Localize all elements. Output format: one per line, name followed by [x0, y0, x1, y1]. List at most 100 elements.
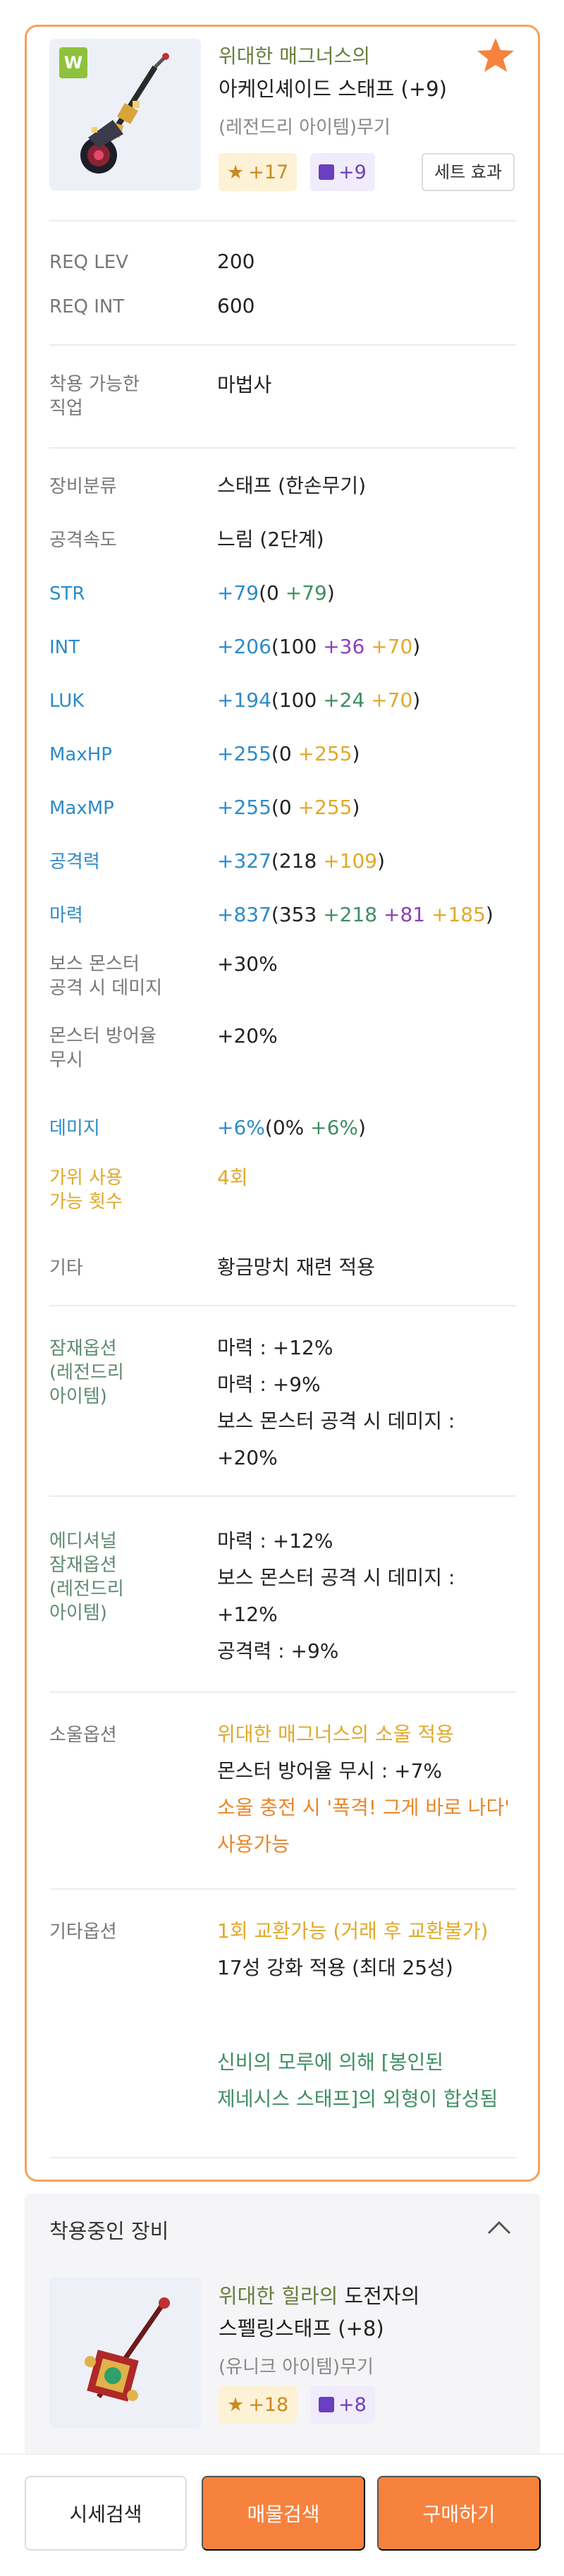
equipped-item-thumbnail [49, 2277, 201, 2429]
other-line: 1회 교환가능 (거래 후 교환불가) [217, 1919, 489, 1943]
label-line: 가능 횟수 [49, 1191, 123, 1213]
stat-star: +185 [431, 903, 486, 926]
scroll-icon [319, 2397, 334, 2412]
set-effect-button[interactable]: 세트 효과 [422, 153, 515, 191]
label-line: 아이템) [49, 1603, 107, 1624]
weapon-badge: W [59, 47, 87, 78]
stat-flame: +36 [323, 635, 365, 658]
stat-base: (0% [264, 1116, 311, 1139]
maxmp-label: MaxMP [49, 798, 114, 819]
job-label-line: 착용 가능한 [49, 374, 140, 395]
label-line: 공격 시 데미지 [49, 978, 163, 999]
stat-close: ) [352, 796, 360, 819]
maxhp-label: MaxHP [49, 744, 112, 765]
maxhp-value: +255(0 +255) [217, 736, 520, 772]
stat-star: +255 [298, 796, 352, 819]
stat-total: +206 [217, 635, 271, 658]
additional-line: +12% [217, 1603, 278, 1626]
soul-label: 소울옵션 [49, 1725, 117, 1746]
str-value: +79(0 +79) [217, 575, 520, 612]
label-line: (레전드리 [49, 1362, 124, 1383]
favorite-star-icon[interactable] [476, 37, 515, 73]
stat-base: (100 [271, 635, 324, 658]
magic-attack-label: 마력 [49, 905, 83, 926]
soul-options: 위대한 매그너스의 소울 적용 몬스터 방어율 무시 : +7% 소울 충전 시… [217, 1716, 520, 1863]
stat-close: ) [412, 688, 421, 712]
label-line: 보스 몬스터 [49, 954, 140, 975]
additional-line: 보스 몬스터 공격 시 데미지 : [217, 1566, 455, 1589]
soul-line: 소울 충전 시 '폭격! 그게 바로 나다' [217, 1796, 510, 1819]
maxmp-value: +255(0 +255) [217, 789, 520, 826]
boss-damage-value: +30% [217, 952, 278, 976]
stat-star: +70 [371, 688, 413, 712]
star-force-badge: ★ +17 [219, 153, 298, 191]
stat-close: ) [377, 849, 386, 873]
item-thumbnail: W [49, 39, 201, 190]
equipped-star-force-value: +18 [248, 2393, 289, 2416]
buy-button[interactable]: 구매하기 [377, 2476, 541, 2551]
stat-close: ) [485, 903, 494, 926]
stat-star: +255 [298, 742, 352, 765]
stat-base: (100 [271, 688, 324, 712]
boss-damage-label: 보스 몬스터 공격 시 데미지 [49, 952, 190, 1000]
soul-line: 위대한 매그너스의 소울 적용 [217, 1723, 454, 1746]
attack-label: 공격력 [49, 851, 100, 873]
soul-line: 사용가능 [217, 1833, 290, 1856]
divider [49, 1305, 516, 1306]
req-lev-label: REQ LEV [49, 252, 128, 273]
damage-value: +6%(0% +6%) [217, 1110, 520, 1146]
listing-search-button[interactable]: 매물검색 [202, 2476, 365, 2551]
divider [49, 1691, 516, 1693]
damage-label: 데미지 [49, 1118, 100, 1139]
stat-total: +837 [217, 903, 271, 926]
item-rarity-type: (레전드리 아이템)무기 [219, 117, 391, 138]
stat-flame: +79 [285, 581, 327, 604]
stat-close: ) [412, 635, 421, 658]
scissors-label: 가위 사용 가능 횟수 [49, 1166, 190, 1214]
attack-speed-label: 공격속도 [49, 530, 117, 551]
luk-value: +194(100 +24 +70) [217, 682, 520, 719]
stat-close: ) [326, 581, 335, 604]
star-icon: ★ [227, 2393, 245, 2416]
divider [49, 220, 516, 221]
potential-line: 마력 : +9% [217, 1373, 321, 1396]
potential-label: 잠재옵션 (레전드리 아이템) [49, 1337, 190, 1409]
label-line: 에디셔널 [49, 1531, 117, 1552]
chevron-up-icon[interactable] [486, 2220, 512, 2235]
label-line: (레전드리 [49, 1579, 124, 1600]
additional-potential-label: 에디셔널 잠재옵션 (레전드리 아이템) [49, 1529, 190, 1625]
staff-icon [80, 53, 169, 174]
stat-total: +327 [217, 849, 271, 873]
label-line: 몬스터 방어율 [49, 1026, 157, 1047]
other-options: 1회 교환가능 (거래 후 교환불가) 17성 강화 적용 (최대 25성) [217, 1913, 520, 1986]
anvil-line: 제네시스 스태프]의 외형이 합성됨 [217, 2087, 498, 2110]
additional-line: 마력 : +12% [217, 1529, 333, 1553]
ignore-defense-value: +20% [217, 1024, 278, 1047]
equipped-item-rarity-type: (유니크 아이템)무기 [219, 2357, 374, 2378]
divider [49, 1495, 516, 1497]
stat-base: (353 [271, 903, 324, 926]
scroll-count-value: +9 [338, 161, 367, 183]
stat-total: +194 [217, 688, 271, 712]
magic-attack-value: +837(353 +218 +81 +185) [217, 897, 520, 933]
label-line: 잠재옵션 [49, 1338, 117, 1359]
str-label: STR [49, 583, 85, 604]
additional-line: 공격력 : +9% [217, 1639, 339, 1663]
price-search-button[interactable]: 시세검색 [25, 2476, 187, 2551]
item-name: 아케인셰이드 스태프 (+9) [219, 77, 447, 101]
spellstaff-icon [85, 2297, 170, 2402]
equipped-scroll-count-value: +8 [338, 2393, 367, 2416]
stat-total: +79 [217, 581, 259, 604]
attack-speed-value: 느림 (2단계) [217, 528, 324, 551]
attack-value: +327(218 +109) [217, 843, 520, 880]
equipped-header: 착용중인 장비 [49, 2219, 169, 2243]
stat-base: (0 [271, 742, 298, 765]
scissors-value: 4회 [217, 1166, 248, 1189]
label-line: 아이템) [49, 1386, 107, 1407]
stat-total: +255 [217, 796, 271, 819]
stat-base: (0 [271, 796, 298, 819]
luk-label: LUK [49, 691, 85, 712]
stat-flame: +24 [323, 688, 365, 712]
int-value: +206(100 +36 +70) [217, 628, 520, 665]
equipped-star-force-badge: ★ +18 [219, 2386, 298, 2424]
